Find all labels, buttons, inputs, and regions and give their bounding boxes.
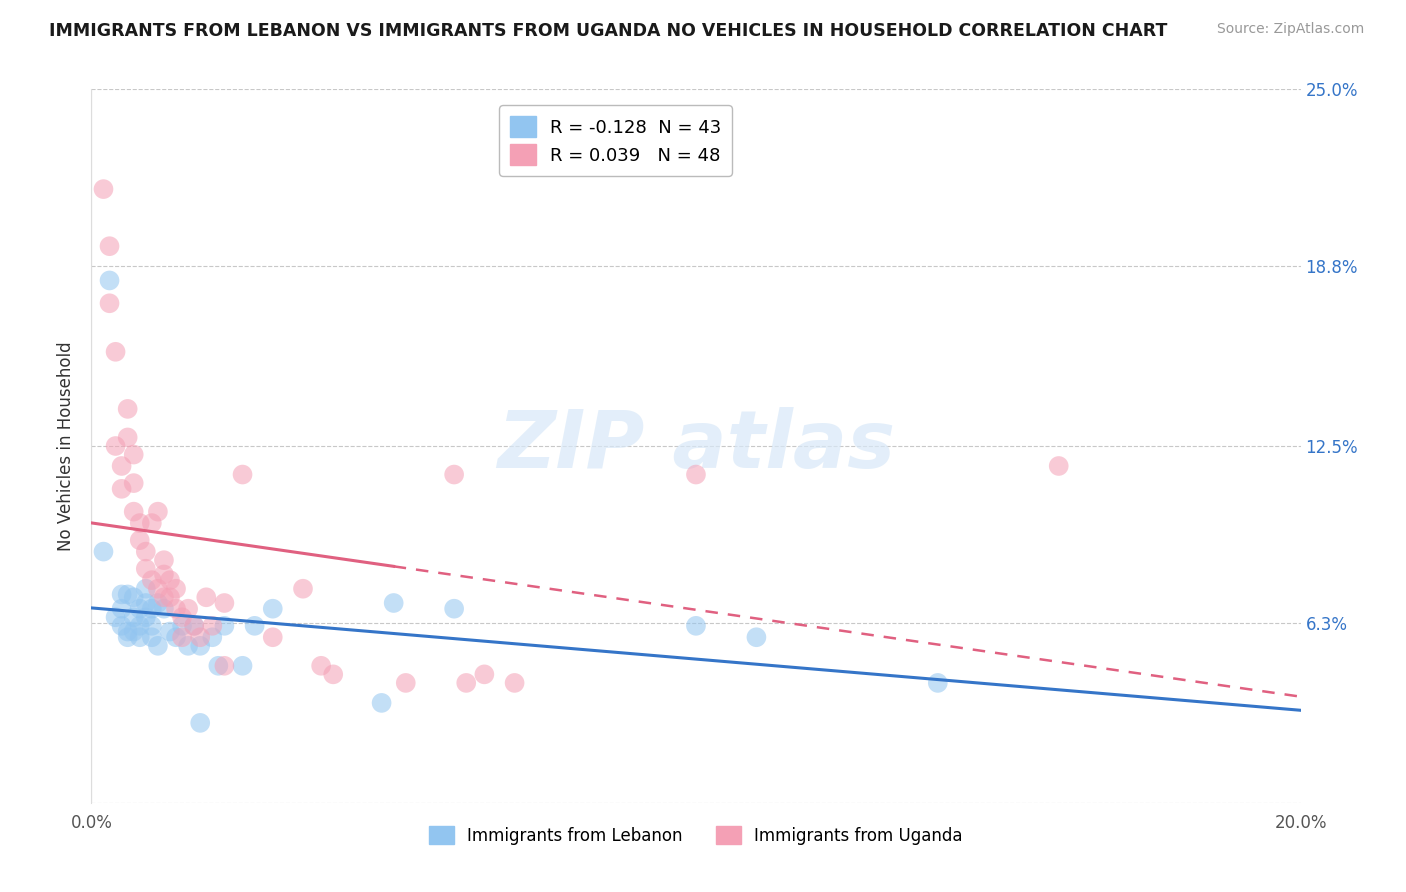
Point: [177, 639, 200, 653]
Point: [146, 639, 169, 653]
Point: [135, 610, 157, 624]
Point: [172, 610, 194, 624]
Point: [159, 591, 181, 605]
Point: [141, 619, 163, 633]
Point: [188, 715, 211, 730]
Point: [117, 630, 139, 644]
Point: [685, 467, 707, 482]
Point: [128, 630, 150, 644]
Point: [188, 639, 211, 653]
Point: [188, 630, 211, 644]
Point: [207, 658, 229, 673]
Point: [93, 182, 115, 196]
Point: [122, 448, 145, 462]
Point: [745, 630, 768, 644]
Point: [231, 658, 253, 673]
Point: [195, 591, 218, 605]
Point: [117, 401, 139, 416]
Point: [135, 582, 157, 596]
Legend: Immigrants from Lebanon, Immigrants from Uganda: Immigrants from Lebanon, Immigrants from…: [422, 820, 970, 852]
Point: [153, 591, 176, 605]
Point: [201, 630, 224, 644]
Point: [685, 619, 707, 633]
Point: [214, 658, 236, 673]
Point: [183, 619, 205, 633]
Point: [292, 582, 315, 596]
Point: [165, 601, 187, 615]
Point: [146, 505, 169, 519]
Point: [172, 630, 194, 644]
Point: [98, 296, 121, 310]
Point: [111, 482, 132, 496]
Point: [153, 553, 176, 567]
Point: [243, 619, 266, 633]
Point: [141, 516, 163, 530]
Point: [322, 667, 344, 681]
Point: [183, 619, 205, 633]
Point: [135, 562, 157, 576]
Point: [262, 630, 284, 644]
Point: [1047, 458, 1070, 473]
Point: [443, 467, 465, 482]
Point: [104, 344, 127, 359]
Text: ZIP atlas: ZIP atlas: [496, 407, 896, 485]
Point: [177, 601, 200, 615]
Point: [159, 573, 181, 587]
Point: [128, 619, 150, 633]
Point: [111, 601, 132, 615]
Point: [201, 619, 224, 633]
Point: [111, 458, 132, 473]
Point: [159, 624, 181, 639]
Point: [472, 667, 495, 681]
Point: [141, 630, 163, 644]
Point: [309, 658, 332, 673]
Point: [98, 273, 121, 287]
Point: [153, 567, 176, 582]
Point: [262, 601, 284, 615]
Point: [214, 619, 236, 633]
Point: [370, 696, 392, 710]
Point: [111, 587, 132, 601]
Point: [117, 430, 139, 444]
Point: [122, 610, 145, 624]
Y-axis label: No Vehicles in Household: No Vehicles in Household: [58, 341, 76, 551]
Point: [128, 516, 150, 530]
Point: [153, 601, 176, 615]
Point: [172, 619, 194, 633]
Point: [122, 591, 145, 605]
Point: [93, 544, 115, 558]
Point: [111, 619, 132, 633]
Point: [165, 582, 187, 596]
Point: [128, 533, 150, 548]
Point: [128, 601, 150, 615]
Point: [122, 476, 145, 491]
Point: [443, 601, 465, 615]
Point: [503, 676, 526, 690]
Point: [98, 239, 121, 253]
Point: [927, 676, 949, 690]
Text: IMMIGRANTS FROM LEBANON VS IMMIGRANTS FROM UGANDA NO VEHICLES IN HOUSEHOLD CORRE: IMMIGRANTS FROM LEBANON VS IMMIGRANTS FR…: [49, 22, 1167, 40]
Point: [395, 676, 418, 690]
Point: [456, 676, 478, 690]
Point: [104, 610, 127, 624]
Point: [146, 596, 169, 610]
Point: [382, 596, 405, 610]
Point: [214, 596, 236, 610]
Point: [141, 601, 163, 615]
Point: [135, 544, 157, 558]
Point: [135, 596, 157, 610]
Point: [122, 624, 145, 639]
Point: [117, 587, 139, 601]
Point: [117, 624, 139, 639]
Point: [122, 505, 145, 519]
Text: Source: ZipAtlas.com: Source: ZipAtlas.com: [1216, 22, 1364, 37]
Point: [146, 582, 169, 596]
Point: [165, 630, 187, 644]
Point: [141, 573, 163, 587]
Point: [104, 439, 127, 453]
Point: [231, 467, 253, 482]
